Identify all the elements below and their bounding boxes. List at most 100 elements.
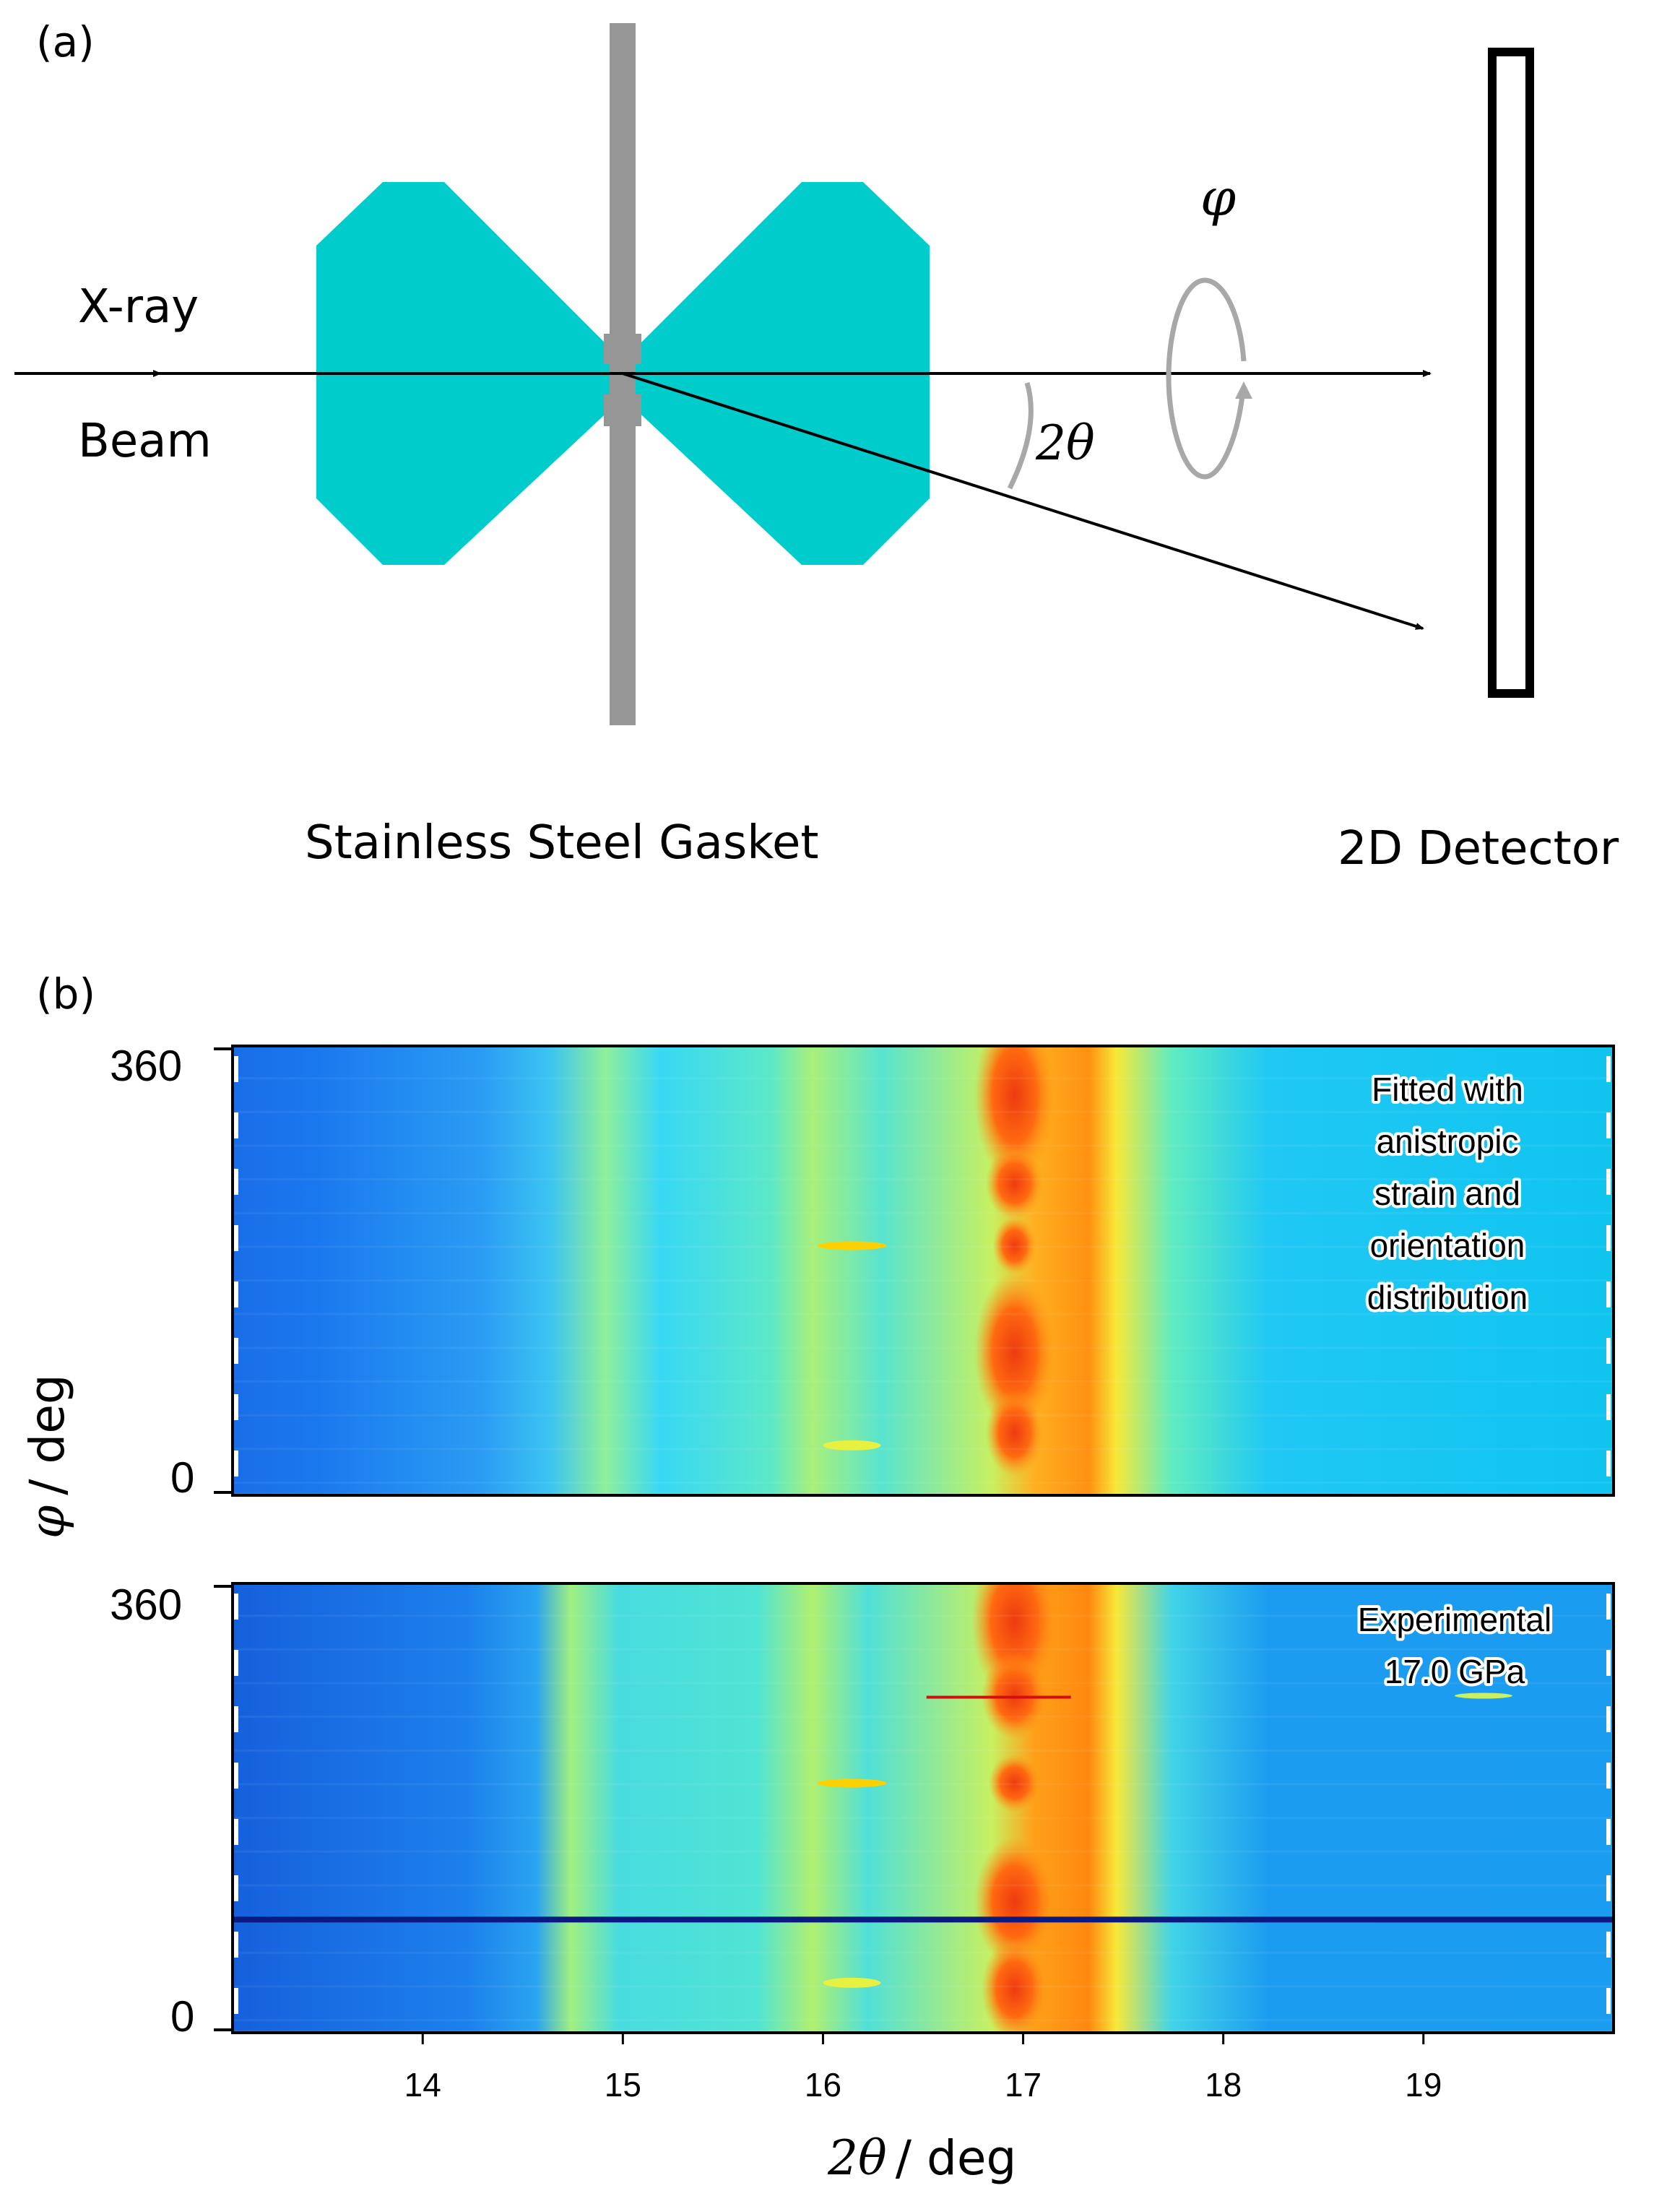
phi-streak <box>233 1346 1614 1349</box>
edge-marker <box>234 1056 238 1082</box>
panel-b-label: (b) <box>36 969 95 1019</box>
edge-marker <box>234 1706 238 1732</box>
edge-marker <box>234 1875 238 1901</box>
phi-streak <box>233 1414 1614 1417</box>
edge-marker <box>1606 1988 1611 2014</box>
phi-streak <box>233 2018 1614 2021</box>
edge-marker <box>1606 1763 1611 1789</box>
annotation-halo: 17.0 GPa <box>1385 1653 1525 1690</box>
diffracted-beam <box>622 372 1424 630</box>
panel-a: (a) 2θ φ X-ray Beam Stainless Steel Gask… <box>14 17 1619 876</box>
edge-marker <box>234 1281 238 1307</box>
minor-peak-feature <box>823 1977 881 1988</box>
edge-marker <box>234 1394 238 1420</box>
annotation-line: distribution <box>1367 1279 1528 1316</box>
phi-streak <box>233 1110 1614 1113</box>
phi-streak <box>233 1077 1614 1080</box>
top-plot-frame <box>231 1045 1615 1497</box>
svg-text:φ/ deg: φ / deg <box>20 1374 75 1539</box>
phi-streak <box>233 1682 1614 1685</box>
beamstop-line <box>233 1916 1614 1923</box>
edge-marker <box>1606 1819 1611 1845</box>
x-tick-label: 15 <box>605 2066 641 2104</box>
phi-streak <box>233 1448 1614 1451</box>
edge-marker <box>234 1112 238 1138</box>
x-tick-label: 19 <box>1405 2066 1442 2104</box>
xray-label: X-ray <box>78 280 199 334</box>
intensity-peak-blob <box>974 1046 1055 1183</box>
annotation-halo: strain and <box>1374 1175 1520 1212</box>
edge-marker <box>234 1650 238 1676</box>
edge-marker <box>1606 1112 1611 1138</box>
x-axis-unit: / deg <box>896 2130 1017 2186</box>
phi-streak <box>233 1211 1614 1214</box>
edge-marker <box>1606 1875 1611 1901</box>
2d-detector <box>1488 48 1534 698</box>
edge-marker <box>234 1225 238 1251</box>
minor-peak-feature <box>823 1440 881 1451</box>
minor-peak-feature <box>817 1241 887 1250</box>
bottom-heatmap <box>233 1583 1614 2033</box>
phi-streak <box>233 1716 1614 1719</box>
bottom-y-tick-0: 0 <box>170 1992 194 2041</box>
edge-marker <box>234 1338 238 1364</box>
edge-marker <box>1606 1394 1611 1420</box>
intensity-peak-blob <box>974 1836 1055 1967</box>
phi-streak <box>233 1481 1614 1484</box>
annotation-line: orientation <box>1370 1227 1525 1264</box>
annotation-line: 17.0 GPa <box>1385 1653 1525 1690</box>
gasket-label: Stainless Steel Gasket <box>305 816 818 870</box>
phi-streak <box>233 1245 1614 1248</box>
edge-marker <box>234 1819 238 1845</box>
phi-streak <box>233 1614 1614 1617</box>
gasket-hole-bottom <box>604 394 641 426</box>
intensity-peak-blob <box>992 1216 1036 1275</box>
phi-streak <box>233 1178 1614 1181</box>
intensity-peak-blob <box>985 1389 1044 1477</box>
edge-marker <box>1606 1932 1611 1958</box>
x-axis-ticks: 14 15 16 17 18 19 <box>404 2033 1442 2104</box>
annotation-line: Fitted with <box>1372 1071 1523 1108</box>
phi-streak <box>233 1380 1614 1383</box>
two-theta-label: 2θ <box>1035 415 1095 471</box>
edge-marker <box>234 1169 238 1195</box>
annotation-line: anistropic <box>1377 1123 1519 1160</box>
annotation-halo: anistropic <box>1377 1123 1519 1160</box>
phi-label: φ <box>1200 168 1236 228</box>
top-y-tick-360: 360 <box>110 1042 182 1090</box>
bottom-y-tick-360: 360 <box>110 1581 182 1629</box>
annotation-line: Experimental <box>1358 1601 1551 1638</box>
edge-marker <box>1606 1706 1611 1732</box>
phi-streak <box>233 1884 1614 1887</box>
phi-streak <box>233 1749 1614 1752</box>
x-tick-label: 14 <box>404 2066 441 2104</box>
phi-streak <box>233 1783 1614 1786</box>
top-heatmap <box>233 1046 1614 1495</box>
annotation-halo: Experimental <box>1358 1601 1551 1638</box>
beam-label: Beam <box>78 415 212 468</box>
detector-label: 2D Detector <box>1338 822 1619 876</box>
edge-marker <box>1606 1056 1611 1082</box>
top-y-tick-0: 0 <box>170 1453 194 1502</box>
phi-streak <box>233 1985 1614 1988</box>
x-tick-label: 17 <box>1005 2066 1042 2104</box>
intensity-peak-blob <box>974 1272 1055 1432</box>
weak-reflection <box>1454 1693 1512 1699</box>
annotation-halo: distribution <box>1367 1279 1528 1316</box>
annotation-line: strain and <box>1374 1175 1520 1212</box>
bottom-plot-frame <box>231 1582 1615 2034</box>
edge-marker <box>1606 1650 1611 1676</box>
edge-marker <box>1606 1338 1611 1364</box>
edge-marker <box>1606 1169 1611 1195</box>
phi-rotation-arrow-icon <box>1166 277 1252 480</box>
sharp-reflection-streak <box>926 1695 1071 1699</box>
x-tick-label: 18 <box>1205 2066 1242 2104</box>
edge-marker <box>234 1451 238 1477</box>
phi-streak <box>233 1850 1614 1853</box>
annotation-halo: Fitted with <box>1372 1071 1523 1108</box>
edge-marker <box>1606 1225 1611 1251</box>
phi-streak <box>233 1648 1614 1651</box>
gasket-hole-top <box>604 334 641 364</box>
